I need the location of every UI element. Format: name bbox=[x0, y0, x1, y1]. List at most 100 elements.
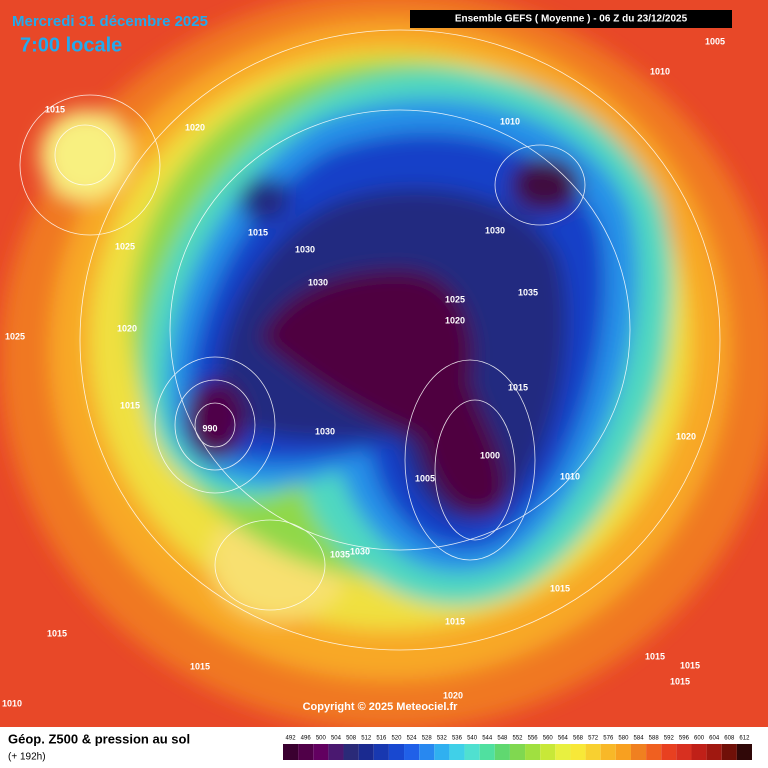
isobar-label: 1025 bbox=[445, 294, 465, 304]
isobar-label: 1010 bbox=[650, 66, 670, 76]
scale-label: 604 bbox=[709, 736, 720, 742]
scale-label: 552 bbox=[512, 736, 523, 742]
scale-label: 524 bbox=[407, 736, 418, 742]
scale-cell bbox=[434, 744, 450, 760]
scale-cell bbox=[449, 744, 465, 760]
scale-cell bbox=[283, 744, 299, 760]
scale-cell bbox=[661, 744, 677, 760]
scale-cell bbox=[600, 744, 616, 760]
scale-label: 540 bbox=[467, 736, 478, 742]
isobar-label: 1020 bbox=[117, 323, 137, 333]
scale-cell bbox=[419, 744, 435, 760]
isobar-label: 1015 bbox=[190, 661, 210, 671]
scale-cell bbox=[676, 744, 692, 760]
isobar-label: 1015 bbox=[45, 104, 65, 114]
isobar-label: 1000 bbox=[480, 450, 500, 460]
color-scale: 492 496 500 504 508 512 516 520 524 528 532 536 540 5… bbox=[283, 736, 752, 760]
scale-label: 556 bbox=[528, 736, 539, 742]
scale-cell bbox=[721, 744, 737, 760]
isobar-label: 1015 bbox=[680, 660, 700, 670]
scale-cell bbox=[646, 744, 662, 760]
scale-label: 500 bbox=[316, 736, 327, 742]
scale-cell bbox=[313, 744, 329, 760]
scale-cell bbox=[494, 744, 510, 760]
isobar-label: 1035 bbox=[518, 287, 538, 297]
isobar-label: 1005 bbox=[705, 36, 725, 46]
scale-label: 528 bbox=[422, 736, 433, 742]
scale-label: 608 bbox=[724, 736, 735, 742]
scale-cell bbox=[509, 744, 526, 760]
isobar-label: 1015 bbox=[47, 628, 67, 638]
scale-cell bbox=[525, 744, 541, 760]
scale-label: 496 bbox=[301, 736, 312, 742]
isobar-label: 1010 bbox=[2, 698, 22, 708]
scale-cell bbox=[615, 744, 631, 760]
run-info: Ensemble GEFS ( Moyenne ) - 06 Z du 23/1… bbox=[455, 14, 688, 25]
isobar-label: 1015 bbox=[445, 616, 465, 626]
scale-label: 492 bbox=[286, 736, 297, 742]
scale-cell bbox=[540, 744, 556, 760]
isobar-label: 1020 bbox=[443, 690, 463, 700]
isobar-labels: 1005 1010 1015 1020 1010 1025 1015 1030 1030 1030… bbox=[2, 36, 725, 708]
scale-cell bbox=[630, 744, 647, 760]
isobar-label: 1015 bbox=[670, 676, 690, 686]
scale-cell bbox=[706, 744, 722, 760]
scale-label: 508 bbox=[346, 736, 357, 742]
scale-cell bbox=[555, 744, 571, 760]
date: Mercredi 31 décembre 2025 bbox=[12, 13, 208, 30]
isobar-label: 1020 bbox=[185, 122, 205, 132]
scale-cell bbox=[328, 744, 344, 760]
scale-label: 600 bbox=[694, 736, 705, 742]
scale-cell bbox=[343, 744, 359, 760]
isobar-label: 1025 bbox=[5, 331, 25, 341]
scale-label: 560 bbox=[543, 736, 554, 742]
isobar-label: 1005 bbox=[415, 473, 435, 483]
footer-lead: (+ 192h) bbox=[8, 752, 46, 763]
isobar-label: 1010 bbox=[560, 471, 580, 481]
scale-cell bbox=[388, 744, 405, 760]
scale-cell bbox=[585, 744, 601, 760]
isobar-label: 1020 bbox=[445, 315, 465, 325]
scale-label: 580 bbox=[618, 736, 629, 742]
scale-cell bbox=[358, 744, 374, 760]
isobar-label: 1015 bbox=[508, 382, 528, 392]
isobar-label: 1030 bbox=[308, 277, 328, 287]
scale-label: 548 bbox=[497, 736, 508, 742]
scale-label: 504 bbox=[331, 736, 342, 742]
isobar-label: 1030 bbox=[315, 426, 335, 436]
isobar-label: 1025 bbox=[115, 241, 135, 251]
isobar-label: 1015 bbox=[550, 583, 570, 593]
scale-cell bbox=[373, 744, 389, 760]
scale-cell bbox=[464, 744, 480, 760]
scale-label: 536 bbox=[452, 736, 463, 742]
footer-title: Géop. Z500 & pression au sol bbox=[8, 731, 190, 746]
scale-cell bbox=[570, 744, 586, 760]
scale-label: 520 bbox=[391, 736, 402, 742]
scale-label: 564 bbox=[558, 736, 569, 742]
isobar-label: 1015 bbox=[120, 400, 140, 410]
scale-label: 584 bbox=[634, 736, 645, 742]
scale-label: 596 bbox=[679, 736, 690, 742]
scale-cell bbox=[479, 744, 495, 760]
scale-label: 532 bbox=[437, 736, 448, 742]
scale-label: 612 bbox=[739, 736, 750, 742]
isobar-label: 1015 bbox=[248, 227, 268, 237]
scale-label: 516 bbox=[376, 736, 387, 742]
isobar-label: 1030 bbox=[350, 546, 370, 556]
scale-label: 572 bbox=[588, 736, 599, 742]
scale-cell bbox=[404, 744, 420, 760]
scale-label: 576 bbox=[603, 736, 614, 742]
isobar-label: 1030 bbox=[295, 244, 315, 254]
isobar-label: 1020 bbox=[676, 431, 696, 441]
scale-label: 592 bbox=[664, 736, 675, 742]
scale-label: 568 bbox=[573, 736, 584, 742]
isobar-label: 1015 bbox=[645, 651, 665, 661]
scale-cell bbox=[736, 744, 752, 760]
scale-cell bbox=[691, 744, 707, 760]
copyright: Copyright © 2025 Meteociel.fr bbox=[303, 701, 459, 713]
run-box bbox=[410, 10, 732, 28]
isobar-label: 1035 bbox=[330, 549, 350, 559]
scale-label: 588 bbox=[649, 736, 660, 742]
